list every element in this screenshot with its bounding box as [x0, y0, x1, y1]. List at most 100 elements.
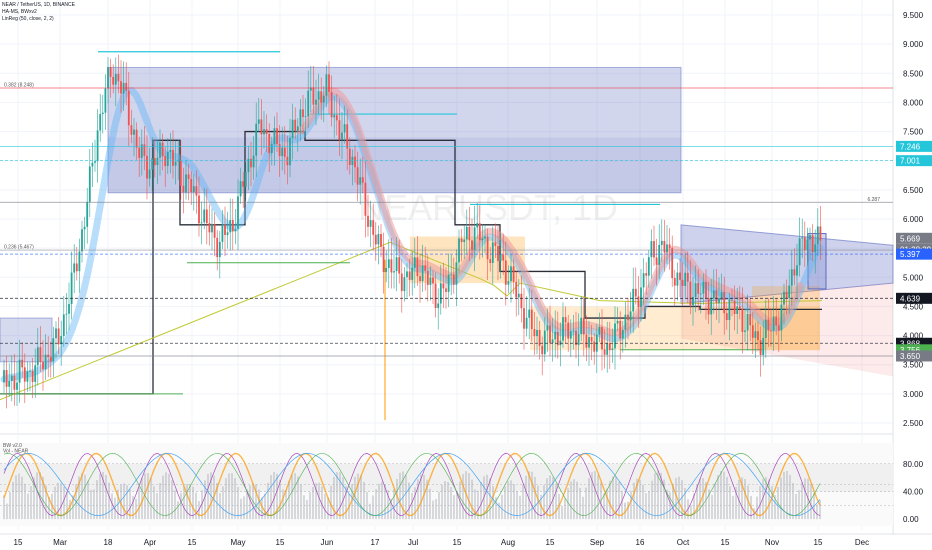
- candle-body: [23, 367, 26, 382]
- candle-body: [205, 209, 208, 224]
- candle-body: [276, 128, 278, 144]
- volume-bar: [513, 484, 515, 520]
- candle-body: [619, 320, 622, 339]
- candle-body: [471, 240, 473, 250]
- candle-body: [419, 276, 421, 282]
- volume-bar: [591, 472, 593, 520]
- candle-body: [437, 303, 440, 309]
- candle-body: [582, 317, 585, 335]
- volume-bar: [582, 496, 584, 520]
- candle-body: [70, 272, 73, 305]
- volume-bar: [414, 487, 416, 520]
- candle-body: [117, 73, 120, 82]
- time-tick-label: Nov: [765, 538, 779, 547]
- candle-body: [460, 238, 463, 243]
- candle-body: [764, 319, 767, 338]
- candle-body: [247, 158, 250, 173]
- symbol-title[interactable]: NEAR / TetherUS, 1D, BINANCE: [2, 2, 75, 8]
- candle-body: [801, 237, 804, 239]
- volume-bar: [762, 479, 764, 520]
- candle-body: [790, 269, 793, 286]
- candle-body: [718, 298, 720, 304]
- candle-body: [151, 158, 154, 170]
- volume-bar: [507, 480, 509, 520]
- volume-bar: [354, 476, 356, 520]
- candle-body: [588, 336, 590, 348]
- time-tick-label: 15: [276, 538, 285, 547]
- volume-bar: [534, 476, 536, 520]
- candle-body: [130, 125, 133, 135]
- osc-axis-label: 80.00: [903, 460, 924, 469]
- price-tick-label: 9.000: [903, 40, 924, 49]
- candle-body: [252, 155, 255, 168]
- candle-body: [585, 334, 588, 348]
- volume-bar: [594, 470, 596, 520]
- candle-body: [60, 336, 63, 345]
- indicator-label-hams[interactable]: HA-MS, BWxv2: [2, 9, 37, 15]
- candle-body: [140, 144, 143, 158]
- volume-bar: [510, 480, 512, 520]
- volume-bar: [678, 476, 680, 520]
- candle-body: [819, 226, 822, 241]
- candle-body: [31, 370, 34, 382]
- volume-bar: [366, 491, 368, 520]
- candle-body: [603, 349, 606, 355]
- volume-bar: [477, 490, 479, 520]
- candle-body: [86, 201, 89, 227]
- indicator-label-linreg[interactable]: LinReg (50, close, 2, 2): [2, 16, 54, 22]
- volume-bar: [111, 493, 113, 520]
- volume-bar: [795, 493, 797, 520]
- candle-body: [754, 331, 757, 338]
- level-label: 6.287: [867, 197, 880, 203]
- volume-bar: [33, 477, 35, 520]
- volume-bar: [588, 478, 590, 520]
- candle-body: [322, 95, 325, 103]
- candle-body: [265, 129, 268, 134]
- candle-body: [775, 316, 778, 326]
- volume-bar: [384, 483, 386, 520]
- volume-bar: [159, 483, 161, 520]
- volume-bar: [564, 498, 566, 520]
- candle-body: [549, 325, 551, 344]
- osc-axis-label: 40.00: [903, 487, 924, 496]
- volume-bar: [816, 504, 818, 520]
- volume-bar: [390, 498, 392, 520]
- candle-body: [369, 220, 372, 227]
- candle-body: [811, 235, 814, 252]
- price-badge-text: 5.669: [900, 234, 921, 243]
- time-tick-label: 15: [14, 538, 23, 547]
- price-axis[interactable]: 9.5009.0008.5008.0007.5007.0006.5006.000…: [903, 11, 924, 524]
- candle-body: [632, 288, 635, 312]
- candle-body: [455, 262, 458, 285]
- volume-bar: [234, 478, 236, 520]
- volume-bar: [432, 500, 434, 520]
- time-tick-label: Sep: [590, 538, 605, 547]
- candle-body: [18, 359, 21, 383]
- candle-body: [380, 233, 382, 247]
- candle-body: [650, 241, 653, 258]
- time-tick-label: 15: [814, 538, 823, 547]
- volume-bar: [561, 506, 563, 520]
- candle-body: [728, 299, 731, 321]
- volume-bar: [492, 486, 494, 520]
- volume-bar: [273, 471, 275, 520]
- time-tick-label: Aug: [501, 538, 515, 547]
- volume-bar: [327, 497, 329, 520]
- volume-bar: [216, 482, 218, 520]
- volume-bar: [237, 487, 239, 520]
- volume-bar: [804, 478, 806, 520]
- candle-body: [653, 241, 655, 258]
- candle-body: [13, 375, 16, 390]
- candle-body: [192, 186, 195, 193]
- price-tick-label: 4.500: [903, 302, 924, 311]
- volume-bar: [375, 489, 377, 520]
- volume-bar: [141, 478, 143, 520]
- volume-bar: [720, 471, 722, 520]
- candle-body: [439, 283, 442, 304]
- candle-body: [174, 161, 177, 166]
- candle-body: [153, 158, 156, 166]
- candle-body: [172, 150, 174, 166]
- time-axis[interactable]: 15 Mar 18 Apr 15 May 15 Jun 17 Jul 15 Aug 15 Sep 16 Oct…: [14, 538, 870, 547]
- candle-body: [634, 288, 637, 297]
